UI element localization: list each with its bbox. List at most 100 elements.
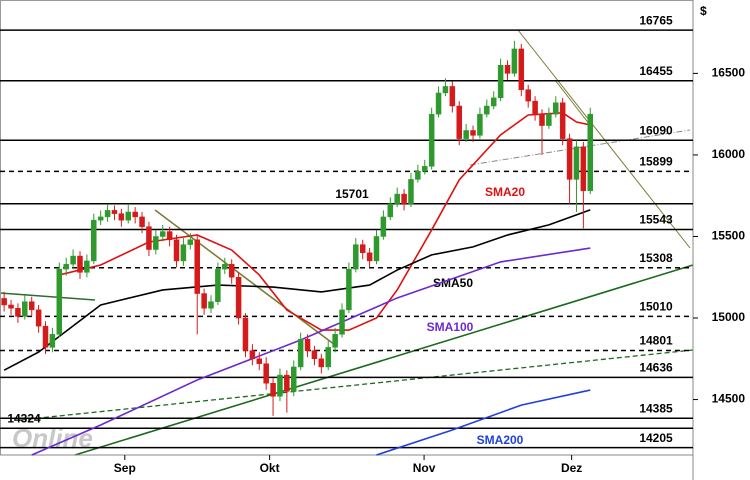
candle-body [477, 113, 483, 136]
candle-body [332, 334, 338, 348]
candle-body [401, 193, 407, 205]
candle-body [539, 113, 545, 126]
candle-body [35, 309, 42, 327]
candle-body [1, 298, 7, 306]
x-tick-label: Sep [114, 461, 136, 475]
candle-body [518, 48, 525, 90]
candle-body [84, 260, 90, 273]
series-label: SMA100 [427, 320, 474, 334]
candle-body [290, 366, 297, 392]
candle-body [415, 170, 421, 180]
candle-body [132, 211, 138, 218]
level-label: 14205 [639, 431, 673, 445]
candle-body [277, 374, 283, 397]
candle-body [187, 239, 194, 245]
candle-body [394, 193, 400, 205]
candle-body [118, 213, 125, 221]
candle-body [484, 105, 490, 115]
moving-average [3, 209, 591, 371]
candle-body [456, 105, 462, 139]
series-label: SMA20 [485, 185, 525, 199]
candle-body [70, 255, 76, 265]
candle-body [422, 166, 428, 172]
candle-body [22, 301, 28, 317]
candle-body [573, 146, 580, 180]
candle-body [42, 325, 49, 348]
y-tick-label: 16000 [712, 147, 746, 161]
level-label: 15543 [639, 213, 673, 227]
candle-body [497, 64, 504, 99]
level-label: 15308 [639, 251, 673, 265]
trend-line [19, 349, 694, 421]
candle-body [173, 239, 180, 262]
candle-body [208, 301, 214, 309]
candle-body [546, 113, 552, 126]
moving-average [59, 112, 591, 331]
level-label: 15701 [335, 187, 369, 201]
candle-body [339, 309, 345, 335]
candle-body [380, 216, 387, 237]
candle-body [49, 334, 56, 348]
level-label: 16455 [639, 64, 673, 78]
level-label: 15899 [639, 155, 673, 169]
candle-body [249, 350, 256, 360]
x-tick-label: Dez [561, 461, 582, 475]
candle-body [139, 216, 145, 227]
candle-body [194, 239, 200, 294]
candle-body [387, 203, 394, 218]
currency-label: $ [700, 4, 707, 18]
candle-body [353, 244, 359, 270]
trend-line [0, 292, 96, 301]
candle-body [270, 382, 276, 397]
candle-body [284, 374, 290, 392]
series-label: SMA200 [477, 433, 524, 447]
candle-body [449, 86, 456, 107]
candle-body [587, 113, 594, 192]
candle-body [504, 64, 511, 74]
trend-line [517, 29, 691, 249]
trend-line [154, 209, 336, 346]
candle-body [201, 293, 207, 309]
candle-body [242, 317, 249, 351]
level-label: 14324 [7, 411, 41, 425]
candle-body [442, 86, 449, 94]
candle-body [373, 236, 380, 262]
candle-body [63, 263, 69, 270]
level-label: 14801 [639, 334, 673, 348]
trend-line [469, 129, 691, 166]
candle-body [159, 231, 166, 237]
candle-body [111, 210, 118, 214]
candle-body [580, 146, 587, 192]
trend-line [554, 79, 591, 126]
level-label: 16765 [639, 13, 673, 27]
candle-body [97, 216, 104, 221]
candle-body [304, 338, 311, 351]
candle-body [311, 350, 318, 360]
candle-body [8, 304, 14, 309]
candle-body [228, 263, 235, 278]
candle-body [325, 347, 331, 368]
y-tick-label: 16500 [712, 66, 746, 80]
x-tick-label: Okt [260, 461, 280, 475]
moving-average [376, 389, 591, 456]
candle-body [428, 113, 435, 167]
candle-body [532, 100, 538, 115]
candle-body [408, 179, 414, 205]
candle-body [366, 252, 373, 262]
candle-body [56, 268, 63, 335]
candle-body [490, 97, 497, 107]
candle-body [463, 130, 469, 139]
level-label: 15010 [639, 300, 673, 314]
candle-body [359, 244, 366, 254]
candle-body [153, 236, 159, 250]
candle-body [222, 263, 228, 270]
candle-body [435, 92, 442, 115]
candle-body [511, 48, 518, 74]
candle-body [235, 276, 242, 319]
x-tick-label: Nov [413, 461, 436, 475]
candle-body [566, 138, 573, 180]
y-tick-label: 15000 [712, 310, 746, 324]
candle-body [77, 255, 83, 273]
